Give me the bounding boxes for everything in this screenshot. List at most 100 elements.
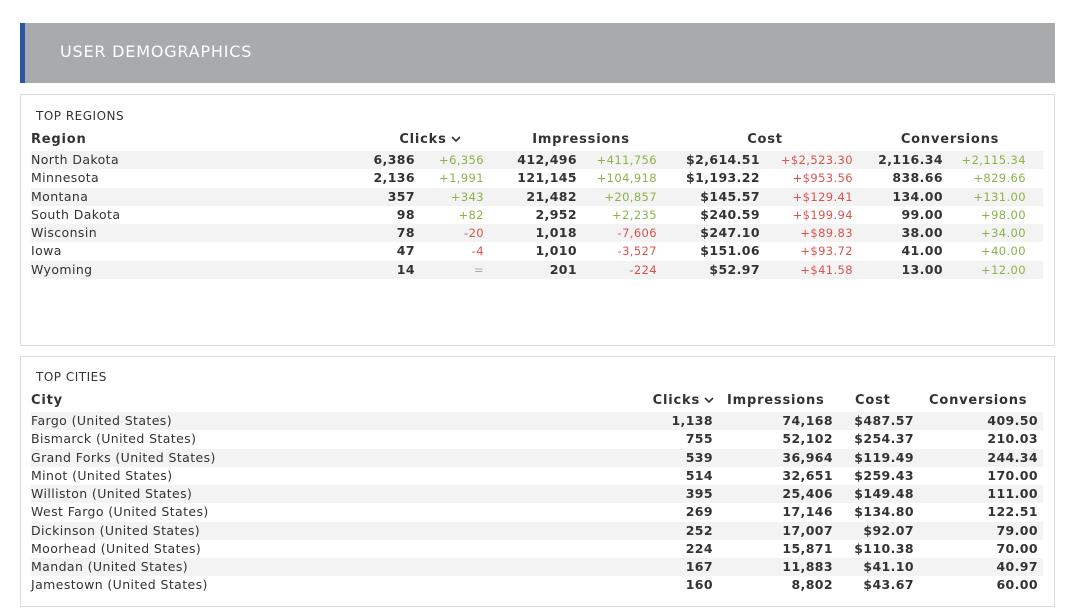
metric-delta: +2,115.34 xyxy=(961,153,1026,167)
row-stripe xyxy=(31,187,1043,206)
metric-value: $110.38 xyxy=(854,540,914,556)
metric-delta: +829.66 xyxy=(973,171,1026,186)
metric-value: 2,116.34 xyxy=(878,152,943,167)
metric-value: 111.00 xyxy=(987,486,1038,501)
metric-delta: +104,918 xyxy=(596,171,657,186)
metric-value: 122.51 xyxy=(987,504,1038,520)
metric-value: 2,136 xyxy=(373,170,415,186)
metric-value: 99.00 xyxy=(901,206,943,222)
metric-delta: +12.00 xyxy=(981,262,1026,277)
metric-value: 21,482 xyxy=(526,188,577,204)
metric-value: $41.10 xyxy=(863,559,914,574)
metric-value: 25,406 xyxy=(782,486,833,501)
city-name: Mandan (United States) xyxy=(31,559,189,574)
column-header: Region xyxy=(31,132,87,147)
metric-value: 1,138 xyxy=(671,413,713,428)
metric-value: 514 xyxy=(685,467,713,483)
metric-value: 74,168 xyxy=(782,413,833,428)
metric-value: 160 xyxy=(685,577,713,593)
metric-delta: +$93.72 xyxy=(800,244,853,259)
region-name: Minnesota xyxy=(31,170,100,186)
row-stripe xyxy=(31,485,1043,503)
region-name: Montana xyxy=(31,188,89,204)
metric-delta: +2,235 xyxy=(612,207,657,222)
metric-value: 755 xyxy=(685,431,713,447)
metric-value: 210.03 xyxy=(987,431,1038,447)
city-name: Moorhead (United States) xyxy=(31,540,202,556)
metric-value: 32,651 xyxy=(782,467,833,483)
column-header[interactable]: Cost xyxy=(747,132,783,147)
metric-delta: = xyxy=(473,262,484,277)
metric-value: 269 xyxy=(685,504,713,520)
metric-value: 60.00 xyxy=(996,577,1038,593)
metric-value: $43.67 xyxy=(863,577,914,593)
row-stripe xyxy=(31,412,1043,430)
metric-value: 8,802 xyxy=(791,577,833,593)
metric-value: 170.00 xyxy=(987,467,1038,483)
column-header[interactable]: Conversions xyxy=(929,393,1028,408)
metric-value: 134.00 xyxy=(892,188,943,204)
metric-delta: +$2,523.30 xyxy=(780,153,853,167)
metric-delta: +98.00 xyxy=(981,207,1026,222)
metric-delta: +6,356 xyxy=(439,153,484,167)
sort-icon xyxy=(451,136,461,143)
metric-value: 1,010 xyxy=(535,243,577,259)
region-name: South Dakota xyxy=(31,206,121,222)
metric-value: 52,102 xyxy=(782,431,833,447)
metric-value: $151.06 xyxy=(700,243,760,259)
metric-value: 1,018 xyxy=(535,225,577,240)
column-header[interactable]: Impressions xyxy=(532,132,630,147)
metric-value: 98 xyxy=(396,206,415,222)
row-stripe xyxy=(31,260,1043,279)
metric-value: 121,145 xyxy=(517,170,577,186)
metric-value: 395 xyxy=(685,486,713,501)
city-name: Bismarck (United States) xyxy=(31,431,197,447)
city-name: West Fargo (United States) xyxy=(31,504,209,520)
metric-delta: +20,857 xyxy=(604,189,657,204)
city-name: Dickinson (United States) xyxy=(31,522,201,538)
sort-icon xyxy=(704,397,714,404)
metric-value: $92.07 xyxy=(863,522,914,538)
metric-value: 41.00 xyxy=(901,243,943,259)
column-header[interactable]: Clicks xyxy=(414,392,714,410)
metric-delta: +34.00 xyxy=(981,226,1026,240)
metric-value: 201 xyxy=(549,261,577,277)
row-stripe xyxy=(31,558,1043,576)
row-stripe xyxy=(31,224,1043,242)
metric-delta: +$41.58 xyxy=(800,262,853,277)
metric-value: 357 xyxy=(387,188,415,204)
metric-value: 539 xyxy=(685,449,713,465)
row-stripe xyxy=(31,448,1043,467)
metric-value: 79.00 xyxy=(996,522,1038,538)
metric-delta: -20 xyxy=(464,226,484,240)
panel-title: TOP CITIES xyxy=(36,370,107,384)
metric-value: 409.50 xyxy=(987,413,1038,428)
metric-value: $145.57 xyxy=(700,188,760,204)
metric-value: $149.48 xyxy=(854,486,914,501)
metric-delta: +131.00 xyxy=(973,189,1026,204)
metric-delta: +82 xyxy=(458,207,484,222)
metric-delta: +$953.56 xyxy=(792,171,853,186)
metric-delta: +$89.83 xyxy=(800,226,853,240)
city-name: Williston (United States) xyxy=(31,486,193,501)
metric-delta: +411,756 xyxy=(596,153,657,167)
metric-value: 13.00 xyxy=(901,261,943,277)
city-name: Fargo (United States) xyxy=(31,413,172,428)
metric-delta: -3,527 xyxy=(617,244,657,259)
metric-value: 36,964 xyxy=(782,449,833,465)
metric-value: 78 xyxy=(396,225,415,240)
column-header[interactable]: Impressions xyxy=(727,393,825,408)
metric-value: 17,146 xyxy=(782,504,833,520)
column-header[interactable]: Conversions xyxy=(900,132,1000,147)
regions-panel xyxy=(20,94,1055,346)
column-header: City xyxy=(31,393,63,408)
metric-value: 412,496 xyxy=(517,152,577,167)
metric-value: 38.00 xyxy=(901,225,943,240)
column-header[interactable]: Clicks xyxy=(280,131,580,149)
metric-value: 17,007 xyxy=(782,522,833,538)
metric-delta: +40.00 xyxy=(981,244,1026,259)
column-header[interactable]: Cost xyxy=(855,393,891,408)
metric-value: 11,883 xyxy=(782,559,833,574)
metric-value: 224 xyxy=(685,540,713,556)
metric-delta: +$199.94 xyxy=(792,207,853,222)
